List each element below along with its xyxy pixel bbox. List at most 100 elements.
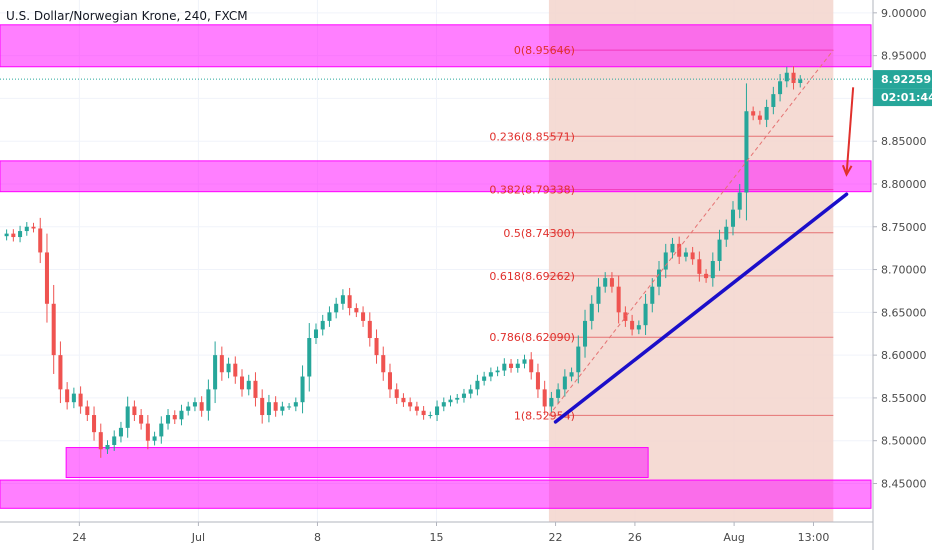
candle bbox=[535, 363, 540, 398]
candle bbox=[92, 406, 97, 441]
candle-body bbox=[85, 406, 90, 416]
candle bbox=[428, 411, 433, 419]
candle bbox=[717, 229, 722, 271]
y-tick-label: 8.55000 bbox=[881, 392, 927, 405]
candle-body bbox=[307, 338, 312, 377]
candle bbox=[650, 278, 655, 313]
candle bbox=[475, 374, 480, 396]
fib-shaded-area bbox=[548, 0, 834, 522]
y-tick-label: 8.95000 bbox=[881, 50, 927, 63]
candle-body bbox=[172, 415, 177, 420]
candle-body bbox=[233, 363, 238, 377]
candle bbox=[421, 406, 426, 420]
candle-body bbox=[596, 286, 601, 304]
candle bbox=[320, 314, 325, 336]
y-tick-label: 8.80000 bbox=[881, 178, 927, 191]
candle bbox=[31, 222, 36, 233]
candle bbox=[273, 396, 278, 417]
candle-body bbox=[744, 111, 749, 193]
candle-body bbox=[535, 372, 540, 390]
candle-body bbox=[556, 389, 561, 398]
candle-body bbox=[273, 402, 278, 411]
candle-body bbox=[408, 402, 413, 407]
candle bbox=[556, 383, 561, 404]
chart-title: U.S. Dollar/Norwegian Krone, 240, FXCM bbox=[6, 9, 248, 23]
candle bbox=[656, 261, 662, 296]
candle-body bbox=[603, 278, 608, 287]
candle-body bbox=[327, 312, 332, 321]
candle-body bbox=[152, 436, 157, 441]
candle bbox=[630, 314, 635, 336]
fib-level-label: 0.786(8.62090) bbox=[489, 331, 575, 344]
candle bbox=[179, 404, 184, 426]
candle bbox=[791, 66, 796, 90]
candle bbox=[192, 397, 197, 412]
x-tick-label: 24 bbox=[72, 531, 86, 544]
candle-body bbox=[266, 402, 271, 416]
candle-body bbox=[334, 303, 339, 313]
candle-body bbox=[361, 312, 366, 321]
candle-body bbox=[482, 376, 487, 381]
candle bbox=[361, 306, 366, 327]
candle-body bbox=[300, 376, 305, 403]
candle bbox=[623, 306, 628, 327]
candle-body bbox=[186, 406, 191, 411]
candle-body bbox=[771, 94, 776, 107]
down-arrow-head bbox=[841, 164, 853, 177]
candle bbox=[266, 394, 271, 423]
candle bbox=[172, 410, 177, 425]
candle-body bbox=[441, 402, 446, 407]
candle bbox=[340, 289, 345, 310]
trend-line bbox=[553, 192, 849, 424]
candle bbox=[374, 329, 379, 364]
candle bbox=[724, 219, 729, 247]
candle-body bbox=[18, 231, 23, 238]
drawings: 0(8.95646) 0.236(8.85571) 0.382(8.79338) 0.… bbox=[0, 44, 873, 424]
candle bbox=[710, 252, 715, 287]
candle-body bbox=[515, 363, 520, 368]
x-tick-label: Aug bbox=[723, 531, 744, 544]
candle-body bbox=[636, 325, 641, 330]
candle-body bbox=[374, 338, 379, 356]
candle bbox=[38, 217, 43, 264]
candle bbox=[643, 293, 648, 336]
candle-body bbox=[791, 72, 796, 84]
candle bbox=[596, 278, 601, 313]
candle-body bbox=[58, 355, 63, 390]
candle bbox=[354, 303, 359, 318]
candle-body bbox=[724, 226, 729, 240]
candle bbox=[683, 247, 688, 262]
candle bbox=[132, 400, 137, 422]
candle bbox=[408, 397, 413, 412]
candle-body bbox=[293, 402, 298, 407]
candle bbox=[253, 372, 258, 407]
candle-body bbox=[751, 111, 756, 116]
candle-body bbox=[663, 252, 668, 270]
candle-body bbox=[260, 397, 265, 416]
y-tick-label: 9.00000 bbox=[881, 7, 927, 20]
candle bbox=[206, 379, 211, 421]
candle-body bbox=[670, 243, 675, 253]
countdown-badge bbox=[873, 88, 932, 107]
candle-body bbox=[206, 389, 211, 411]
candle-body bbox=[65, 389, 70, 403]
candle bbox=[307, 323, 312, 392]
candle bbox=[125, 396, 130, 438]
candle bbox=[455, 393, 460, 404]
candle bbox=[246, 374, 251, 396]
candle bbox=[118, 421, 123, 443]
candle-body bbox=[347, 295, 352, 309]
candle bbox=[663, 243, 668, 279]
candle-body bbox=[616, 286, 621, 313]
y-tick-label: 8.75000 bbox=[881, 221, 927, 234]
candle-body bbox=[246, 380, 251, 390]
y-tick-label: 8.50000 bbox=[881, 435, 927, 448]
candle bbox=[280, 401, 285, 416]
candle bbox=[347, 287, 352, 316]
candle bbox=[583, 309, 588, 358]
candle-body bbox=[730, 209, 736, 227]
candle bbox=[435, 400, 440, 422]
candle bbox=[737, 183, 742, 219]
